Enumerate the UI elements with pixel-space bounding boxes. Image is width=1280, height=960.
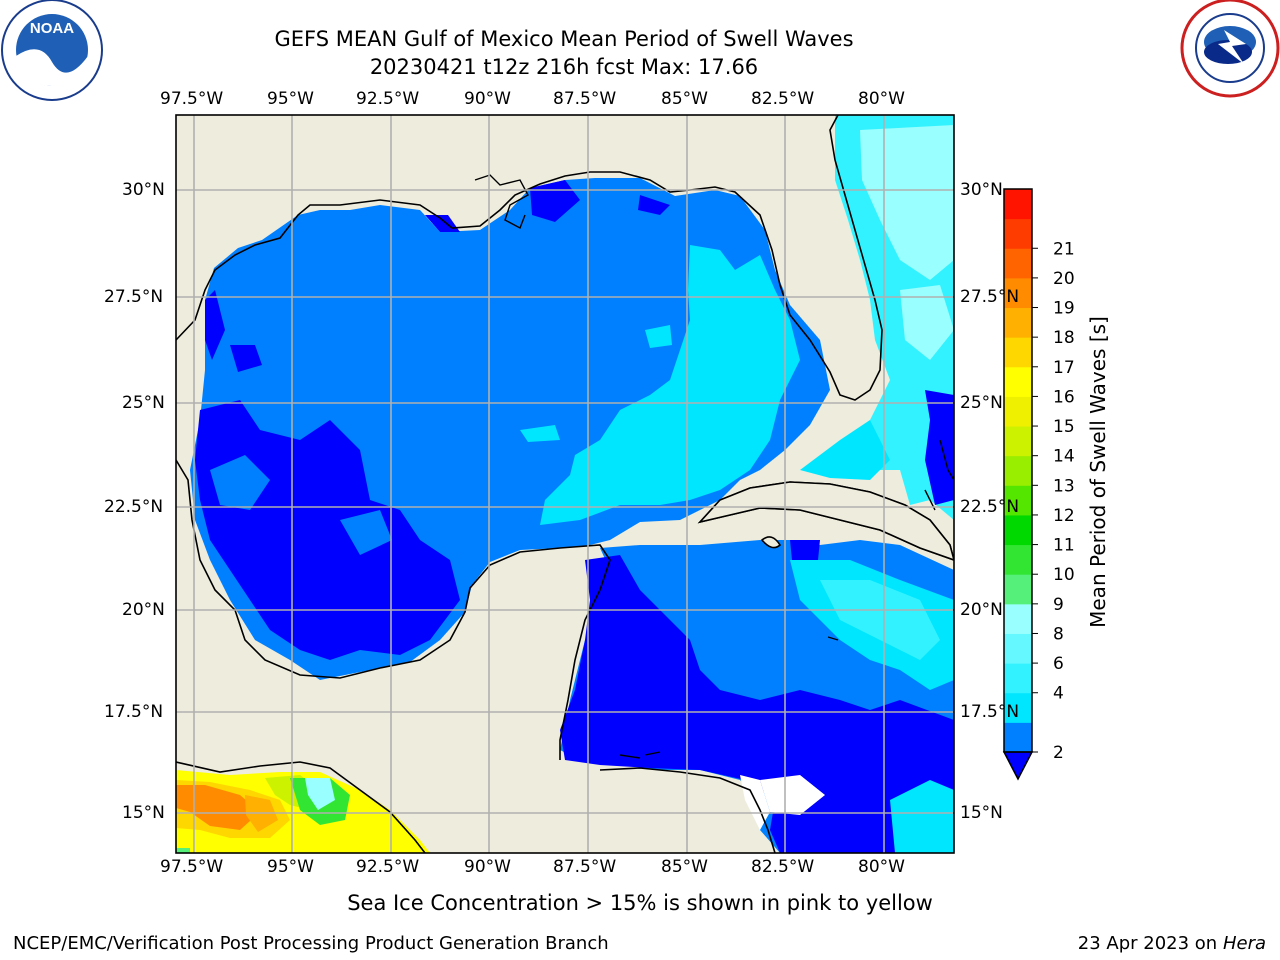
colorbar-segment [1004, 603, 1032, 634]
lat-label-left: 27.5°N [104, 287, 164, 307]
mid-period-east [540, 245, 800, 525]
lat-label-right: 20°N [960, 600, 1003, 620]
lon-label-top: 82.5°W [751, 89, 815, 109]
lat-label-right: 25°N [960, 393, 1003, 413]
nws-logo [1180, 0, 1280, 98]
colorbar-tick-label: 13 [1053, 476, 1075, 496]
lon-label-bottom: 97.5°W [160, 857, 224, 877]
colorbar-segment [1004, 277, 1032, 309]
colorbar-tick-label: 9 [1053, 595, 1064, 615]
low-period-west [195, 400, 460, 660]
lat-label-right: 17.5°N [960, 702, 1020, 722]
colorbar-segment [1004, 337, 1032, 368]
lon-label-top: 85°W [661, 89, 708, 109]
colorbar-tick-label: 16 [1053, 387, 1075, 407]
lon-label-bottom: 92.5°W [356, 857, 420, 877]
colorbar-tick-label: 11 [1053, 536, 1075, 556]
gulf-coastline [176, 115, 883, 401]
lon-label-bottom: 85°W [661, 857, 708, 877]
lat-label-left: 20°N [122, 600, 165, 620]
map-frame [175, 114, 955, 854]
credit-text: NCEP/EMC/Verification Post Processing Pr… [13, 933, 609, 954]
colorbar-tick-label: 17 [1053, 358, 1075, 378]
lat-label-right: 27.5°N [960, 287, 1020, 307]
colorbar-tick-label: 6 [1053, 654, 1064, 674]
colorbar-segment [1004, 396, 1032, 427]
map-area [176, 115, 954, 853]
colorbar-label: Mean Period of Swell Waves [s] [1086, 316, 1110, 628]
colorbar-segment [1004, 574, 1032, 605]
colorbar-segment [1004, 544, 1032, 575]
colorbar-extend-arrow [1002, 751, 1034, 781]
colorbar-tick-label: 18 [1053, 328, 1075, 348]
lon-label-top: 95°W [267, 89, 314, 109]
lon-label-top: 90°W [464, 89, 511, 109]
chart-title: GEFS MEAN Gulf of Mexico Mean Period of … [274, 27, 854, 51]
colorbar-tick-label: 19 [1053, 299, 1075, 319]
colorbar-segment [1004, 189, 1032, 220]
sea-ice-note: Sea Ice Concentration > 15% is shown in … [347, 891, 933, 915]
lon-label-top: 80°W [858, 89, 905, 109]
colorbar-tick-label: 2 [1053, 743, 1064, 763]
colorbar-segment [1004, 485, 1032, 516]
lon-label-bottom: 87.5°W [553, 857, 617, 877]
lon-label-top: 87.5°W [553, 89, 617, 109]
colorbar-segment [1004, 455, 1032, 486]
lon-label-bottom: 82.5°W [751, 857, 815, 877]
colorbar-frame [1003, 188, 1033, 753]
colorbar-segment [1004, 248, 1032, 279]
colorbar-segment [1004, 663, 1032, 694]
noaa-logo-text: NOAA [30, 20, 74, 37]
lon-label-top: 97.5°W [160, 89, 224, 109]
low-period-caribbean [560, 555, 954, 853]
colorbar-segment [1004, 218, 1032, 249]
colorbar-segment [1004, 426, 1032, 457]
machine-name: Hera [1222, 933, 1266, 954]
colorbar-tick-label: 15 [1053, 417, 1075, 437]
noaa-logo: NOAA [1, 0, 103, 101]
colorbar-segment [1004, 366, 1032, 397]
colorbar-segment [1004, 722, 1032, 753]
graticule [176, 115, 954, 853]
date-stamp: 23 Apr 2023 on Hera [1078, 933, 1266, 954]
lat-label-left: 25°N [122, 393, 165, 413]
lat-label-left: 17.5°N [104, 702, 164, 722]
lon-label-top: 92.5°W [356, 89, 420, 109]
colorbar-tick-label: 10 [1053, 565, 1075, 585]
colorbar-segment [1004, 692, 1032, 723]
colorbar-tick-label: 20 [1053, 269, 1075, 289]
colorbar-segment [1004, 633, 1032, 664]
lon-label-bottom: 80°W [858, 857, 905, 877]
date-text: 23 Apr 2023 on [1077, 933, 1218, 954]
colorbar-tick-label: 8 [1053, 624, 1064, 644]
colorbar-segment [1004, 307, 1032, 338]
colorbar-segment [1004, 514, 1032, 546]
chart-subtitle: 20230421 t12z 216h fcst Max: 17.66 [369, 55, 759, 79]
lat-label-left: 15°N [122, 803, 165, 823]
lat-label-left: 22.5°N [104, 497, 164, 517]
lat-label-left: 30°N [122, 180, 165, 200]
colorbar-tick-label: 14 [1053, 447, 1075, 467]
colorbar-tick-label: 12 [1053, 506, 1075, 526]
colorbar-tick-label: 21 [1053, 239, 1075, 259]
lon-label-bottom: 90°W [464, 857, 511, 877]
lon-label-bottom: 95°W [267, 857, 314, 877]
lat-label-right: 30°N [960, 180, 1003, 200]
colorbar-tick-label: 4 [1053, 684, 1064, 704]
lat-label-right: 15°N [960, 803, 1003, 823]
lat-label-right: 22.5°N [960, 497, 1020, 517]
colorbar: 2 4 6 8 9 10 11 12 13 14 15 16 17 18 19 20 21 [1002, 188, 1075, 781]
